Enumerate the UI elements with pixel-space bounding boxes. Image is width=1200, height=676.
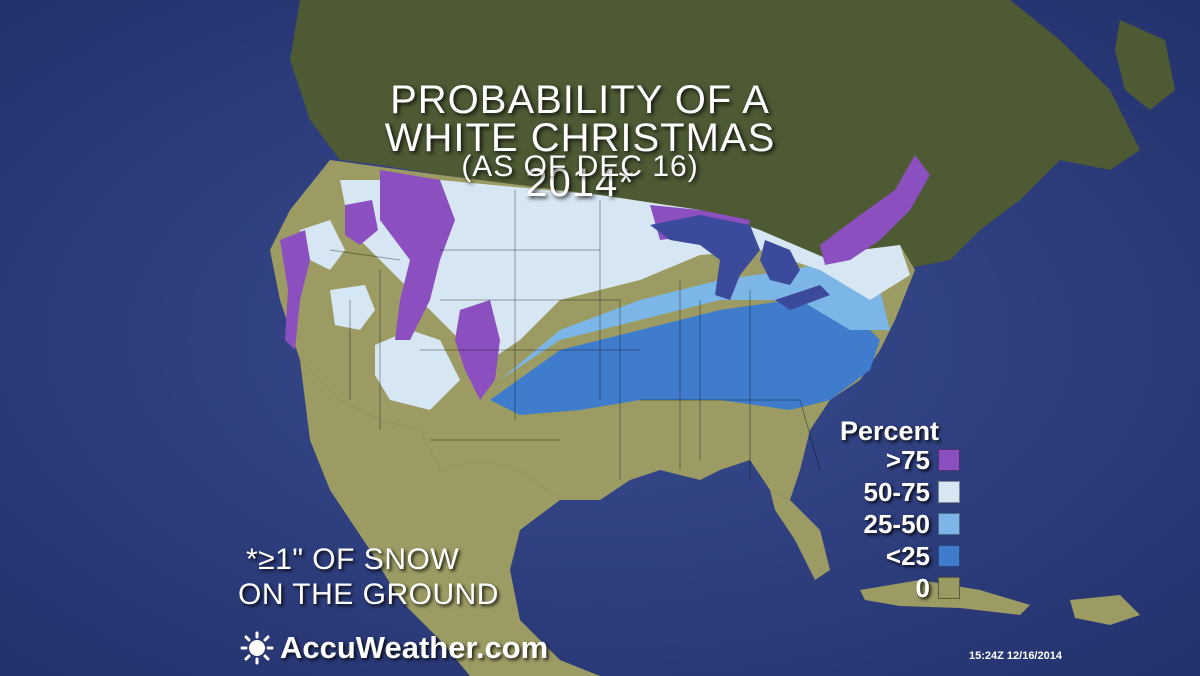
- legend-item: <25: [830, 540, 960, 571]
- zone-over-75-idaho: [345, 200, 378, 245]
- great-lakes: [650, 215, 760, 300]
- timestamp: 15:24Z 12/16/2014: [969, 650, 1062, 662]
- accuweather-brand: AccuWeather.com: [240, 630, 548, 666]
- mexico-land: [300, 360, 600, 676]
- zone-50-75-utah: [330, 285, 375, 330]
- subtitle: (AS OF DEC 16): [461, 150, 699, 183]
- legend-label: 25-50: [863, 508, 931, 539]
- legend-swatch: [938, 513, 960, 535]
- legend-item: 25-50: [830, 508, 960, 539]
- zone-over-75-newengland: [820, 155, 930, 265]
- newfoundland-land: [1115, 20, 1175, 110]
- zone-over-75-rockies: [380, 170, 455, 340]
- hispaniola-land: [1070, 595, 1140, 625]
- sun-logo-icon: [240, 631, 274, 665]
- canada-land: [290, 0, 1140, 270]
- legend-swatch: [938, 449, 960, 471]
- legend-label: 50-75: [863, 476, 931, 507]
- title-line-2: WHITE CHRISTMAS 2014*: [384, 116, 776, 205]
- legend-title: Percent: [840, 416, 940, 446]
- title-line-1: PROBABILITY OF A: [390, 78, 770, 122]
- brand-name: AccuWeather.com: [280, 630, 549, 665]
- zone-50-75-sw: [375, 330, 460, 410]
- footnote-line-1: *≥1" OF SNOW: [246, 543, 460, 576]
- legend-item: 0: [830, 572, 960, 603]
- zone-25-50: [500, 260, 890, 380]
- zone-over-75-cascades: [280, 230, 310, 350]
- legend-label: 0: [915, 572, 930, 603]
- state-borders: [329, 190, 821, 480]
- legend-item: >75: [830, 444, 960, 475]
- lake-erie: [775, 285, 830, 310]
- legend-swatch: [938, 577, 960, 599]
- zone-over-75-colorado: [455, 300, 500, 400]
- footnote-line-2: ON THE GROUND: [238, 578, 499, 611]
- legend-swatch: [938, 545, 960, 567]
- legend-label: <25: [885, 540, 930, 571]
- legend-swatch: [938, 481, 960, 503]
- lake-huron: [760, 240, 800, 285]
- zone-50-75-west: [300, 220, 345, 270]
- zone-under-25: [490, 300, 880, 415]
- legend-item: 50-75: [830, 476, 960, 507]
- florida-land: [770, 490, 830, 580]
- legend-label: >75: [885, 444, 930, 475]
